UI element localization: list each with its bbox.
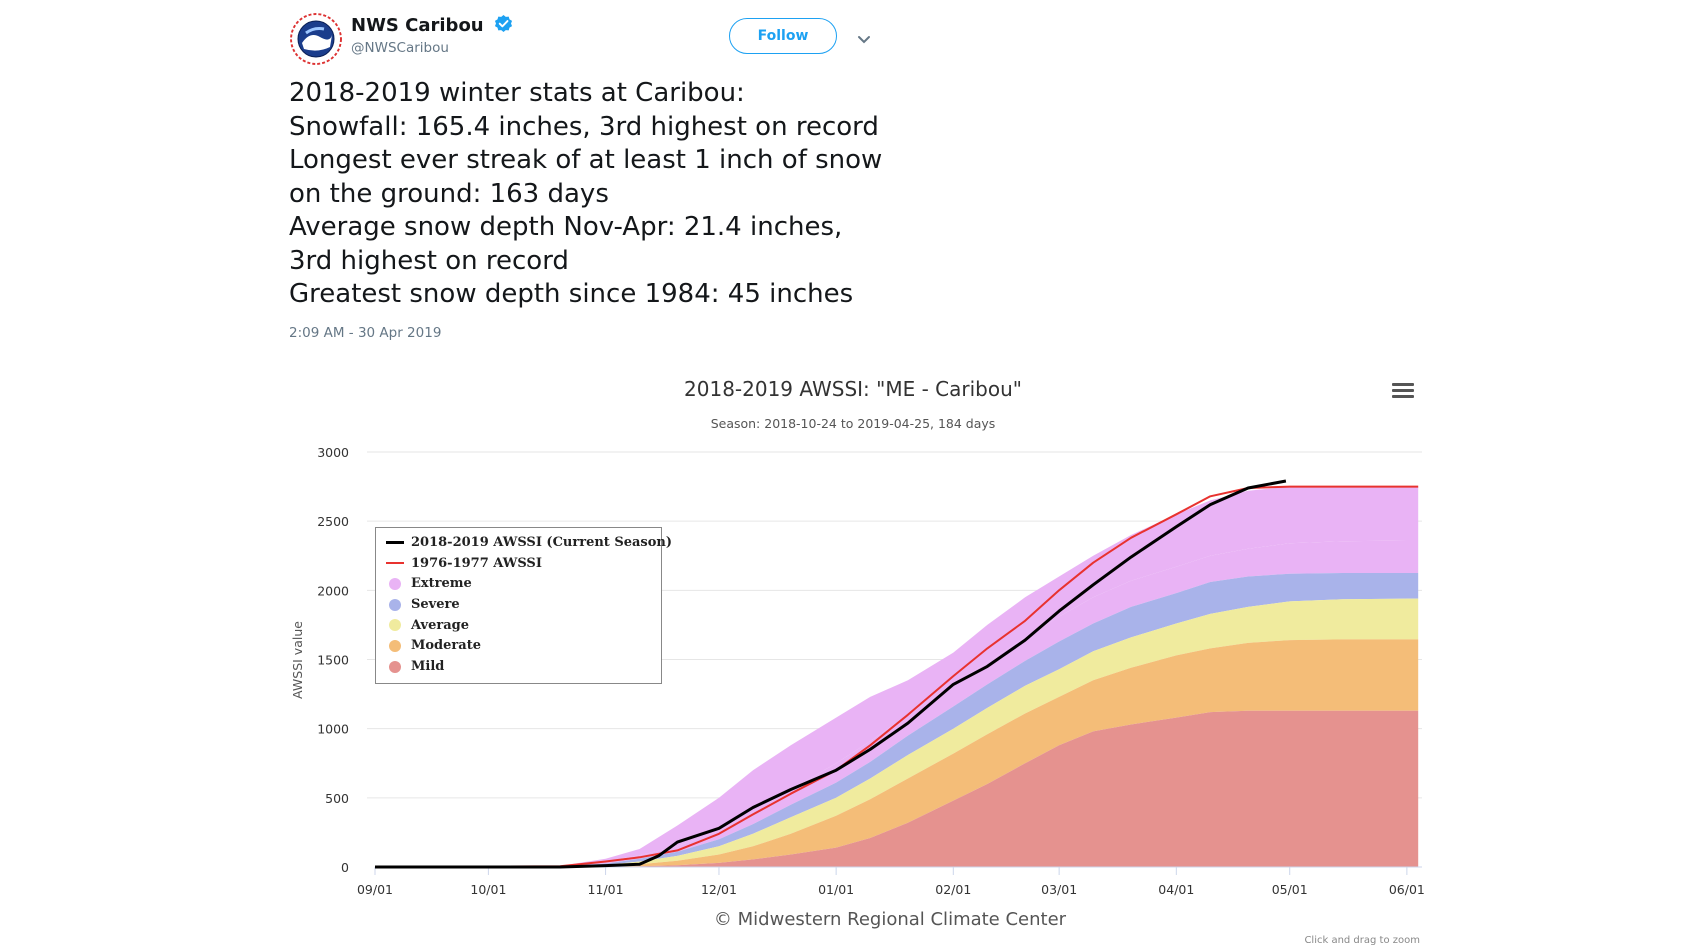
chart-subtitle: Season: 2018-10-24 to 2019-04-25, 184 da… (711, 416, 996, 431)
tweet-line: Snowfall: 165.4 inches, 3rd highest on r… (289, 111, 879, 142)
legend-item[interactable]: Severe (386, 597, 651, 618)
legend-swatch (386, 562, 404, 565)
timestamp[interactable]: 2:09 AM - 30 Apr 2019 (289, 325, 442, 341)
x-tick-label: 03/01 (1041, 882, 1077, 897)
y-tick-label: 2000 (317, 583, 349, 598)
x-tick-label: 06/01 (1389, 882, 1425, 897)
nws-logo-icon (290, 13, 342, 65)
legend-swatch (389, 660, 401, 673)
y-axis-label: AWSSI value (290, 621, 305, 699)
y-tick-label: 500 (325, 791, 349, 806)
y-tick-label: 1500 (317, 653, 349, 668)
band-extreme-top (375, 486, 1419, 867)
follow-button[interactable]: Follow (729, 18, 837, 54)
tweet-line: Average snow depth Nov-Apr: 21.4 inches, (289, 212, 843, 242)
avatar[interactable] (290, 13, 342, 65)
legend-item[interactable]: Extreme (386, 576, 651, 597)
legend-swatch (386, 541, 404, 544)
series-line-current-season (375, 479, 1287, 869)
tweet-text: 2018-2019 winter stats at Caribou: Snowf… (289, 77, 929, 312)
tweet-line: on the ground: 163 days (289, 178, 609, 209)
chart-legend: 2018-2019 AWSSI (Current Season) 1976-197… (375, 527, 672, 684)
legend-label: Extreme (411, 576, 472, 592)
chevron-down-icon[interactable] (857, 30, 871, 49)
x-tick-label: 12/01 (701, 882, 737, 897)
legend-swatch (389, 577, 401, 590)
y-tick-label: 1000 (317, 722, 349, 737)
x-tick-label: 09/01 (357, 882, 393, 897)
verified-badge-icon (494, 14, 513, 37)
account-info: NWS Caribou @NWSCaribou (351, 14, 513, 56)
x-tick-label: 05/01 (1272, 882, 1308, 897)
tweet-line: Longest ever streak of at least 1 inch o… (289, 145, 883, 175)
legend-label: 1976-1977 AWSSI (411, 555, 542, 571)
zoom-hint: Click and drag to zoom (1304, 935, 1420, 946)
chart-title: 2018-2019 AWSSI: "ME - Caribou" (684, 377, 1022, 401)
legend-label: Mild (411, 659, 445, 675)
x-tick-label: 02/01 (935, 882, 971, 897)
legend-swatch (389, 619, 401, 632)
band-mild (375, 710, 1419, 867)
legend-label: Severe (411, 597, 460, 613)
series-line-1976-1977 (374, 485, 1419, 868)
band-extreme (375, 540, 1419, 867)
band-average (375, 598, 1419, 867)
legend-item[interactable]: Average (386, 618, 651, 639)
tweet-line: 2018-2019 winter stats at Caribou: (289, 78, 745, 108)
handle[interactable]: @NWSCaribou (351, 40, 449, 56)
y-tick-label: 3000 (317, 445, 349, 460)
legend-label: Moderate (411, 638, 481, 654)
legend-item[interactable]: 1976-1977 AWSSI (386, 556, 651, 577)
y-tick-label: 0 (341, 860, 349, 875)
legend-label: Average (411, 617, 470, 633)
tweet-line: Greatest snow depth since 1984: 45 inche… (289, 279, 854, 309)
y-tick-label: 2500 (317, 514, 349, 529)
tweet-line: 3rd highest on record (289, 245, 569, 276)
x-tick-label: 10/01 (470, 882, 506, 897)
band-moderate (375, 639, 1419, 867)
display-name[interactable]: NWS Caribou (351, 15, 484, 36)
hamburger-menu-icon[interactable] (1392, 383, 1414, 401)
x-tick-label: 04/01 (1158, 882, 1194, 897)
chart-credit: © Midwestern Regional Climate Center (714, 909, 1067, 930)
legend-label: 2018-2019 AWSSI (Current Season) (411, 535, 672, 550)
x-tick-label: 11/01 (588, 882, 624, 897)
legend-item[interactable]: Mild (386, 659, 651, 680)
legend-swatch (389, 598, 401, 611)
legend-item[interactable]: 2018-2019 AWSSI (Current Season) (386, 535, 672, 556)
legend-swatch (389, 639, 401, 652)
x-tick-label: 01/01 (818, 882, 854, 897)
legend-item[interactable]: Moderate (386, 638, 651, 659)
